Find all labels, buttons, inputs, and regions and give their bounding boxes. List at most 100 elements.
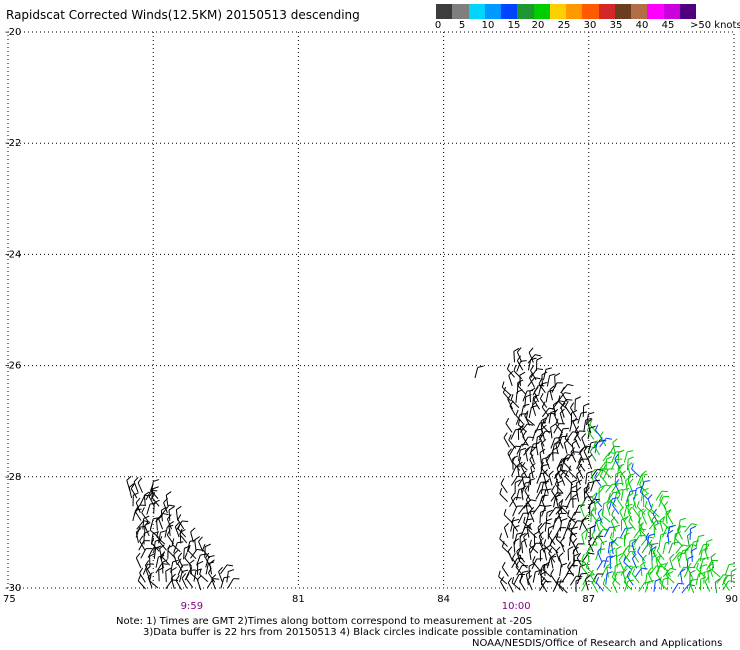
wind-barb bbox=[205, 555, 215, 568]
wind-barb bbox=[528, 347, 534, 363]
wind-barb bbox=[507, 394, 514, 410]
colorbar-swatch bbox=[566, 4, 583, 19]
wind-barb bbox=[185, 573, 194, 588]
wind-barb bbox=[518, 447, 527, 462]
wind-barb bbox=[587, 547, 593, 563]
wind-barb bbox=[521, 462, 528, 478]
colorbar-label: 0 bbox=[434, 20, 442, 31]
wind-barb bbox=[555, 546, 561, 562]
wind-barb bbox=[503, 508, 513, 523]
colorbar-label: 35 bbox=[609, 20, 623, 31]
wind-barb bbox=[586, 424, 595, 440]
wind-barb bbox=[550, 569, 558, 584]
wind-barb bbox=[189, 567, 199, 581]
wind-barb bbox=[699, 557, 710, 569]
wind-barb bbox=[551, 382, 563, 393]
wind-barb bbox=[220, 564, 234, 575]
wind-barb bbox=[567, 546, 574, 561]
colorbar-label: 40 bbox=[635, 20, 649, 31]
wind-barb bbox=[138, 540, 150, 551]
colorbar-swatch bbox=[663, 4, 680, 19]
wind-barb bbox=[527, 357, 537, 371]
wind-barb bbox=[177, 514, 185, 530]
wind-barb bbox=[602, 500, 610, 515]
wind-barb bbox=[552, 516, 562, 530]
wind-barb bbox=[593, 519, 602, 533]
wind-barb bbox=[589, 524, 596, 540]
wind-barb bbox=[721, 575, 734, 586]
wind-barb bbox=[502, 386, 511, 402]
wind-barb bbox=[133, 476, 139, 493]
wind-barb bbox=[519, 532, 526, 548]
wind-barb bbox=[511, 552, 519, 568]
wind-barb bbox=[499, 532, 508, 547]
wind-barb bbox=[585, 561, 595, 576]
wind-barb bbox=[605, 571, 613, 585]
wind-barb bbox=[151, 486, 159, 500]
wind-barb bbox=[227, 578, 240, 589]
wind-barb bbox=[517, 418, 527, 433]
wind-barb bbox=[539, 547, 546, 562]
lon-tick-label: 81 bbox=[292, 594, 305, 605]
wind-barb bbox=[576, 469, 582, 486]
colorbar-swatch bbox=[436, 4, 453, 19]
lat-tick-label: -20 bbox=[5, 27, 21, 38]
wind-barb bbox=[130, 483, 138, 499]
wind-barb bbox=[516, 360, 527, 372]
wind-barb bbox=[533, 531, 540, 546]
colorbar-swatch bbox=[614, 4, 631, 19]
wind-barb bbox=[564, 432, 573, 448]
wind-barb bbox=[515, 413, 527, 425]
wind-barb bbox=[555, 418, 564, 434]
wind-barb bbox=[196, 553, 207, 566]
wind-barb bbox=[612, 577, 618, 594]
wind-barb bbox=[135, 552, 142, 569]
wind-barb bbox=[525, 446, 531, 462]
colorbar-label: 20 bbox=[531, 20, 545, 31]
wind-barb bbox=[165, 567, 172, 583]
wind-barb bbox=[545, 453, 551, 470]
wind-barb bbox=[570, 447, 577, 463]
wind-barb bbox=[158, 514, 164, 530]
wind-barb bbox=[140, 548, 152, 559]
colorbar-swatch bbox=[501, 4, 518, 19]
time-label: 10:00 bbox=[502, 601, 531, 612]
wind-barb bbox=[543, 413, 555, 424]
wind-barb bbox=[150, 484, 159, 499]
wind-barb bbox=[655, 567, 663, 583]
wind-barb bbox=[579, 447, 585, 463]
wind-barb bbox=[577, 564, 586, 578]
wind-barb bbox=[511, 465, 522, 477]
wind-barb bbox=[608, 497, 619, 510]
wind-barb bbox=[544, 478, 550, 494]
wind-barb bbox=[559, 562, 568, 577]
wind-barb bbox=[539, 537, 545, 553]
wind-barb bbox=[645, 532, 653, 548]
wind-barb bbox=[530, 368, 544, 379]
colorbar-swatch bbox=[631, 4, 648, 19]
wind-barb bbox=[574, 433, 581, 449]
wind-barb bbox=[688, 577, 695, 594]
wind-barb bbox=[574, 396, 582, 411]
wind-barb bbox=[532, 569, 542, 583]
wind-barb bbox=[134, 505, 142, 521]
wind-barb bbox=[724, 563, 736, 575]
wind-barb bbox=[126, 475, 132, 492]
wind-barb bbox=[641, 509, 647, 525]
wind-barb bbox=[507, 546, 514, 562]
wind-barb bbox=[528, 524, 537, 539]
wind-barb bbox=[211, 574, 217, 590]
wind-barb bbox=[569, 575, 583, 586]
map-title: Rapidscat Corrected Winds(12.5KM) 201505… bbox=[6, 8, 360, 22]
wind-barb bbox=[161, 551, 171, 566]
wind-barb bbox=[589, 419, 598, 434]
colorbar-label: 45 bbox=[661, 20, 675, 31]
wind-barb bbox=[529, 454, 536, 470]
wind-barb bbox=[142, 563, 154, 575]
wind-barb bbox=[623, 547, 631, 563]
wind-barb bbox=[595, 516, 601, 532]
wind-barb bbox=[539, 448, 546, 464]
wind-barb bbox=[674, 532, 684, 547]
wind-barb bbox=[513, 347, 520, 363]
wind-barb bbox=[183, 545, 191, 560]
